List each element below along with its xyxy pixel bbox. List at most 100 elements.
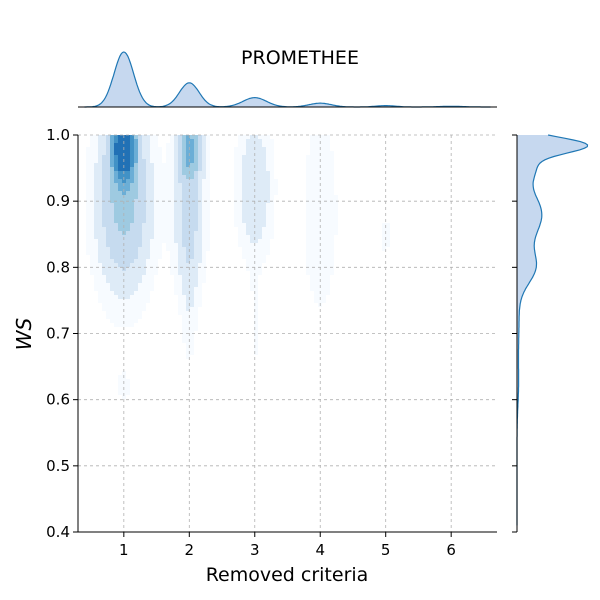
density-cell	[314, 195, 318, 199]
density-cell	[114, 315, 118, 319]
density-cell	[154, 255, 158, 259]
density-cell	[306, 203, 310, 207]
density-cell	[94, 231, 98, 235]
density-cell	[310, 139, 314, 143]
density-cell	[134, 291, 138, 295]
density-cell	[166, 231, 170, 235]
marginal-y-ticks	[512, 134, 517, 533]
density-cell	[174, 227, 178, 231]
y-tick-label: 1.0	[46, 126, 70, 144]
density-cell	[270, 231, 274, 235]
density-cell	[198, 267, 202, 271]
density-cell	[266, 171, 270, 175]
density-cell	[106, 299, 110, 303]
density-cell	[114, 135, 118, 139]
density-cell	[238, 139, 242, 143]
density-cell	[150, 251, 154, 255]
density-cell	[270, 139, 274, 143]
density-cell	[138, 175, 142, 179]
density-cell	[122, 311, 126, 315]
density-cell	[142, 295, 146, 299]
density-cell	[134, 227, 138, 231]
density-cell	[126, 227, 130, 231]
density-cell	[182, 171, 186, 175]
density-cell	[134, 295, 138, 299]
density-cell	[98, 191, 102, 195]
density-cell	[334, 211, 338, 215]
density-cell	[102, 291, 106, 295]
density-cell	[126, 203, 130, 207]
density-cell	[262, 235, 266, 239]
density-cell	[182, 231, 186, 235]
density-cell	[206, 147, 210, 151]
density-cell	[330, 255, 334, 259]
density-cell	[234, 211, 238, 215]
density-cell	[258, 147, 262, 151]
density-cell	[130, 223, 134, 227]
density-cell	[158, 235, 162, 239]
density-cell	[134, 147, 138, 151]
density-cell	[146, 295, 150, 299]
density-cell	[190, 315, 194, 319]
density-cell	[178, 307, 182, 311]
density-cell	[246, 203, 250, 207]
density-cell	[106, 147, 110, 151]
density-cell	[162, 207, 166, 211]
density-cell	[142, 143, 146, 147]
density-cell	[198, 263, 202, 267]
density-cell	[382, 247, 386, 251]
density-cell	[242, 191, 246, 195]
density-cell	[262, 163, 266, 167]
density-cell	[186, 143, 190, 147]
density-cell	[138, 223, 142, 227]
density-cell	[314, 235, 318, 239]
density-cell	[242, 255, 246, 259]
density-cell	[174, 271, 178, 275]
density-cell	[326, 231, 330, 235]
density-cell	[154, 227, 158, 231]
density-cell	[186, 195, 190, 199]
density-cell	[246, 267, 250, 271]
density-cell	[330, 271, 334, 275]
density-cell	[134, 247, 138, 251]
density-cell	[130, 155, 134, 159]
density-cell	[202, 235, 206, 239]
density-cell	[202, 139, 206, 143]
density-cell	[322, 191, 326, 195]
density-cell	[110, 151, 114, 155]
density-cell	[246, 247, 250, 251]
density-cell	[170, 267, 174, 271]
density-cell	[250, 271, 254, 275]
density-cell	[178, 167, 182, 171]
density-cell	[138, 155, 142, 159]
density-cell	[130, 175, 134, 179]
density-cell	[190, 339, 194, 343]
density-cell	[162, 191, 166, 195]
density-cell	[310, 207, 314, 211]
density-cell	[314, 271, 318, 275]
density-cell	[330, 195, 334, 199]
density-cell	[130, 267, 134, 271]
density-cell	[202, 191, 206, 195]
density-cell	[102, 235, 106, 239]
density-cell	[138, 139, 142, 143]
density-cell	[110, 307, 114, 311]
density-cell	[242, 231, 246, 235]
density-cell	[190, 151, 194, 155]
density-cell	[198, 151, 202, 155]
density-cell	[166, 155, 170, 159]
density-cell	[270, 195, 274, 199]
density-cell	[146, 195, 150, 199]
density-cell	[118, 375, 122, 379]
density-cell	[250, 195, 254, 199]
density-cell	[86, 147, 90, 151]
density-cell	[234, 151, 238, 155]
density-cell	[110, 231, 114, 235]
density-cell	[266, 139, 270, 143]
density-cell	[194, 191, 198, 195]
density-cell	[190, 223, 194, 227]
density-cell	[94, 283, 98, 287]
density-cell	[174, 195, 178, 199]
density-cell	[194, 323, 198, 327]
density-cell	[106, 223, 110, 227]
